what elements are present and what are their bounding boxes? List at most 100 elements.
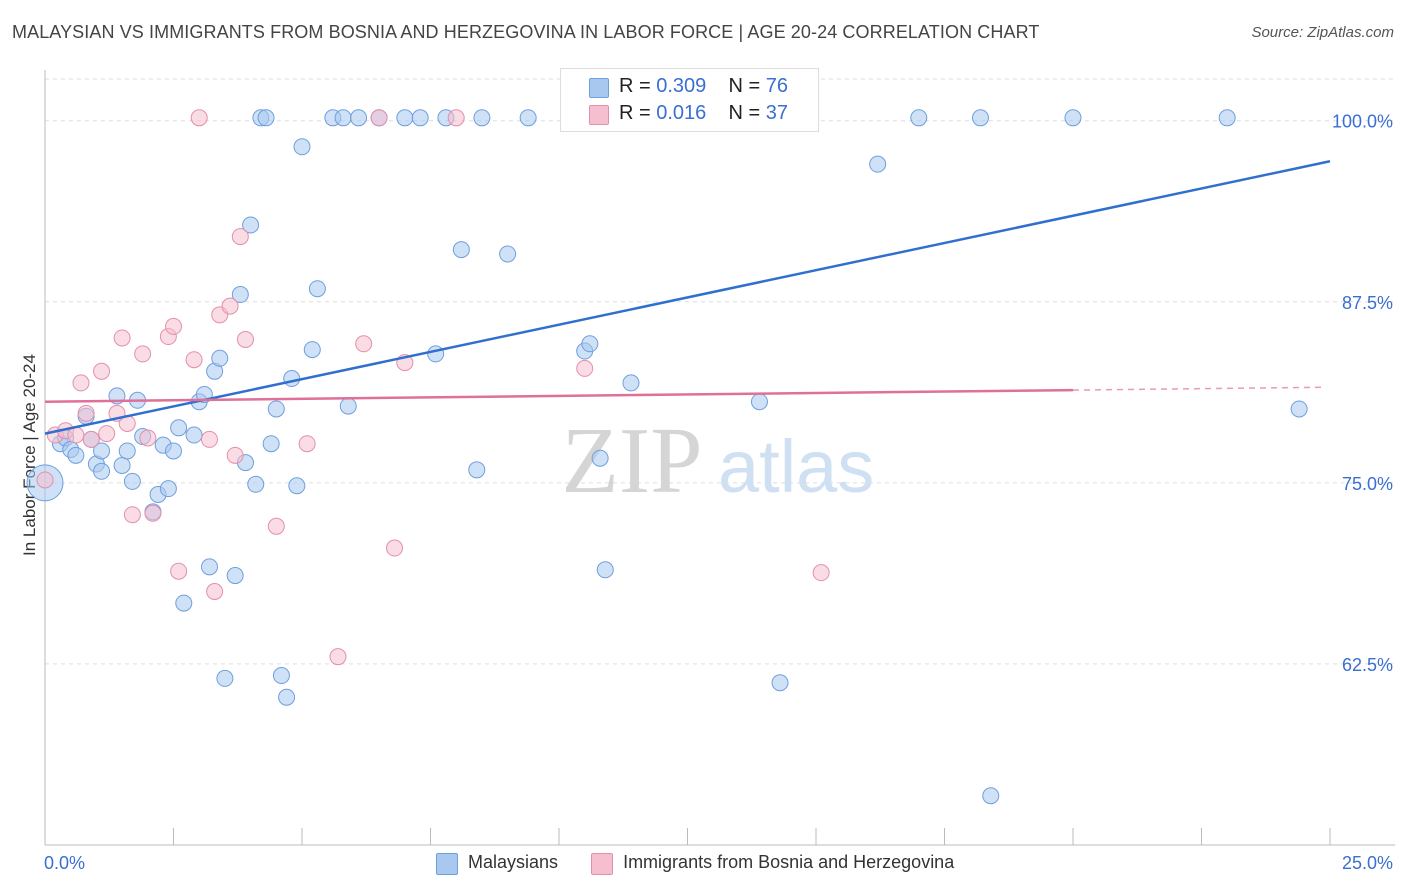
bosnia-point[interactable]	[123, 506, 141, 524]
malaysian-point[interactable]	[93, 462, 111, 480]
bosnia-point[interactable]	[226, 446, 244, 464]
malaysian-point[interactable]	[982, 787, 1000, 805]
legend-item-malaysians[interactable]: Malaysians	[436, 852, 558, 875]
malaysian-point[interactable]	[869, 155, 887, 173]
bosnia-point[interactable]	[206, 582, 224, 600]
malaysian-point[interactable]	[123, 472, 141, 490]
malaysian-point[interactable]	[581, 335, 599, 353]
malaysian-point[interactable]	[1064, 109, 1082, 127]
bosnia-point[interactable]	[82, 430, 100, 448]
bosnia-point[interactable]	[447, 109, 465, 127]
malaysian-point[interactable]	[473, 109, 491, 127]
malaysian-point[interactable]	[262, 435, 280, 453]
malaysian-point[interactable]	[175, 594, 193, 612]
malaysian-point[interactable]	[231, 286, 249, 304]
malaysian-point[interactable]	[596, 561, 614, 579]
legend-n-value: 76	[765, 75, 789, 97]
malaysian-point[interactable]	[216, 669, 234, 687]
malaysian-point[interactable]	[257, 109, 275, 127]
bosnia-point[interactable]	[386, 539, 404, 557]
malaysian-point[interactable]	[226, 567, 244, 585]
malaysian-point[interactable]	[278, 688, 296, 706]
bosnia-point[interactable]	[355, 335, 373, 353]
malaysian-point[interactable]	[288, 477, 306, 495]
legend-r-value: 0.016	[656, 102, 707, 124]
malaysian-point[interactable]	[971, 109, 989, 127]
bosnia-point[interactable]	[139, 429, 157, 447]
malaysian-point[interactable]	[170, 419, 188, 437]
bosnia-point[interactable]	[298, 435, 316, 453]
bosnia-point[interactable]	[98, 425, 116, 443]
malaysian-point[interactable]	[622, 374, 640, 392]
malaysian-point[interactable]	[750, 393, 768, 411]
axes	[44, 70, 1395, 846]
bosnia-point[interactable]	[812, 564, 830, 582]
malaysian-point[interactable]	[591, 449, 609, 467]
malaysian-point[interactable]	[118, 442, 136, 460]
bosnia-point[interactable]	[185, 351, 203, 369]
malaysian-point[interactable]	[411, 109, 429, 127]
bosnia-point[interactable]	[267, 517, 285, 535]
bosnia-point[interactable]	[93, 362, 111, 380]
bosnia-point[interactable]	[165, 317, 182, 335]
malaysian-point[interactable]	[242, 216, 260, 234]
malaysian-point[interactable]	[200, 558, 218, 576]
bosnia-point[interactable]	[370, 109, 388, 127]
malaysian-trendline	[44, 160, 1331, 435]
malaysian-point[interactable]	[1290, 400, 1308, 418]
malaysian-point[interactable]	[499, 245, 517, 263]
legend-r-value: 0.309	[656, 75, 707, 97]
malaysian-point[interactable]	[396, 109, 414, 127]
malaysian-point[interactable]	[1218, 109, 1236, 127]
malaysian-point[interactable]	[452, 241, 470, 259]
malaysian-point[interactable]	[283, 370, 301, 388]
chart-title: MALAYSIAN VS IMMIGRANTS FROM BOSNIA AND …	[12, 22, 1040, 42]
bosnia-point[interactable]	[221, 297, 239, 315]
malaysian-point[interactable]	[427, 345, 445, 363]
bosnia-point[interactable]	[170, 562, 188, 580]
bosnia-point[interactable]	[576, 359, 594, 377]
malaysian-point[interactable]	[910, 109, 928, 127]
bosnia-point[interactable]	[77, 404, 95, 422]
malaysian-point[interactable]	[303, 341, 321, 359]
malaysian-point[interactable]	[247, 475, 265, 493]
malaysian-point[interactable]	[67, 446, 85, 464]
bosnia-point[interactable]	[236, 330, 254, 348]
malaysian-point[interactable]	[350, 109, 368, 127]
bosnia-point[interactable]	[144, 504, 162, 522]
legend-text-bosnia: R = 0.016 N = 37	[619, 102, 788, 125]
legend-item-bosnia[interactable]: Immigrants from Bosnia and Herzegovina	[591, 852, 954, 875]
malaysian-point[interactable]	[272, 667, 290, 685]
malaysian-point[interactable]	[334, 109, 352, 127]
bosnia-point[interactable]	[329, 648, 347, 666]
malaysian-point[interactable]	[211, 349, 229, 367]
source-label: Source: ZipAtlas.com	[1251, 24, 1394, 41]
y-tick-label: 100.0%	[1332, 112, 1393, 132]
legend-r-label: R =	[619, 75, 651, 97]
bosnia-point[interactable]	[190, 109, 208, 127]
malaysian-point[interactable]	[93, 442, 111, 460]
bosnia-point[interactable]	[36, 471, 54, 489]
bosnia-point[interactable]	[134, 345, 152, 363]
bosnia-point[interactable]	[200, 430, 218, 448]
malaysian-point[interactable]	[165, 442, 182, 460]
malaysian-point[interactable]	[293, 138, 311, 156]
legend-swatch-pink	[589, 105, 609, 125]
watermark-zip: ZIP	[562, 409, 703, 513]
malaysian-point[interactable]	[468, 461, 486, 479]
malaysian-point[interactable]	[308, 280, 326, 298]
legend-n-label: N =	[728, 75, 761, 97]
legend-n-value: 37	[765, 102, 789, 124]
bosnia-point[interactable]	[72, 374, 90, 392]
malaysian-point[interactable]	[339, 397, 357, 415]
malaysian-point[interactable]	[267, 400, 285, 418]
malaysian-point[interactable]	[159, 480, 177, 498]
bosnia-point[interactable]	[231, 228, 249, 246]
y-tick-label: 62.5%	[1342, 655, 1393, 675]
malaysian-point[interactable]	[519, 109, 537, 127]
bosnia-point[interactable]	[113, 329, 131, 347]
malaysian-point[interactable]	[113, 456, 131, 474]
malaysian-point[interactable]	[771, 674, 789, 692]
malaysian-point[interactable]	[185, 426, 203, 444]
